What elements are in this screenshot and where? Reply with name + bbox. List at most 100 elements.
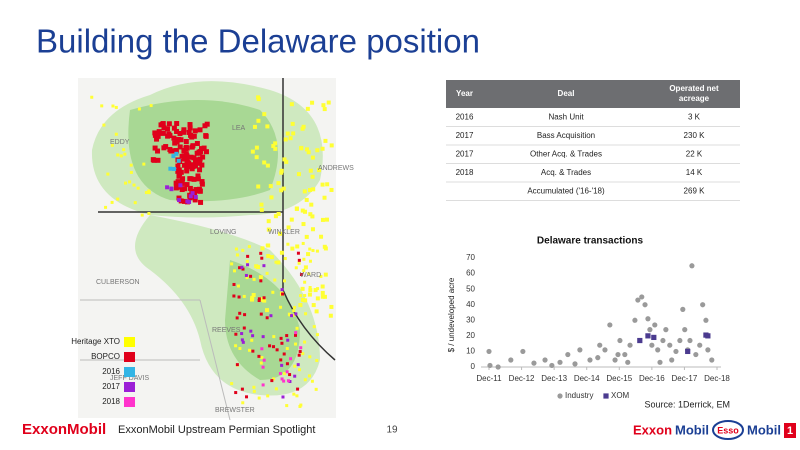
- map-tract: [307, 292, 312, 297]
- map-tract: [177, 144, 183, 150]
- map-tract: [124, 181, 128, 185]
- map-tract: [244, 273, 248, 277]
- map-tract: [286, 242, 290, 246]
- map-tract: [102, 123, 106, 127]
- map-tract: [281, 292, 285, 296]
- map-tract: [300, 297, 305, 302]
- map-tract: [265, 163, 270, 168]
- map-tract: [194, 141, 200, 147]
- map-tract: [272, 335, 276, 339]
- map-tract: [294, 266, 298, 270]
- map-tract: [297, 353, 301, 357]
- map-tract: [259, 207, 264, 212]
- map-tract: [241, 248, 245, 252]
- map-tract: [276, 181, 281, 186]
- point: [637, 337, 643, 344]
- map-tract: [254, 145, 259, 150]
- map-tract: [308, 285, 312, 289]
- map-tract: [156, 130, 162, 136]
- map-tract: [175, 163, 181, 169]
- map-tract: [290, 246, 295, 251]
- table-cell: 2017: [456, 131, 474, 140]
- map-tract: [235, 253, 239, 257]
- point: [655, 347, 661, 353]
- map-tract: [188, 154, 194, 160]
- map-tract: [240, 332, 244, 336]
- table-cell: Other Acq. & Trades: [530, 150, 602, 159]
- map-tract: [173, 185, 179, 191]
- map-tract: [288, 136, 293, 141]
- point: [531, 360, 537, 366]
- map-tract: [304, 197, 309, 202]
- y-axis-label: $ / undeveloped acre: [447, 277, 456, 352]
- point: [635, 297, 641, 303]
- map-tract: [123, 152, 127, 156]
- point: [667, 342, 673, 348]
- map-tract: [116, 197, 120, 201]
- map-tract: [265, 316, 269, 320]
- y-tick-label: 40: [466, 300, 475, 309]
- map-tract: [308, 188, 313, 193]
- map-tract: [232, 282, 236, 286]
- legend-marker: [557, 393, 563, 399]
- map-tract: [147, 191, 151, 195]
- map-tract: [294, 312, 298, 316]
- map-tract: [257, 354, 261, 358]
- map-tract: [178, 183, 183, 188]
- map-tract: [303, 265, 308, 270]
- map-tract: [238, 311, 242, 315]
- map-tract: [240, 338, 244, 342]
- map-tract: [181, 156, 187, 162]
- map-tract: [293, 374, 297, 378]
- source: Source: 1Derrick, EM: [644, 399, 730, 409]
- map-tract: [161, 125, 167, 131]
- map-tract: [174, 151, 179, 156]
- map-tract: [116, 153, 120, 157]
- map-tract: [310, 100, 315, 105]
- map-tract: [167, 133, 173, 139]
- map-tract: [279, 336, 283, 340]
- x-tick-label: Dec-11: [476, 374, 502, 383]
- map-tract: [250, 338, 254, 342]
- map-tract: [288, 373, 292, 377]
- map-tract: [110, 143, 114, 147]
- map-tract: [266, 254, 271, 259]
- map-tract: [260, 356, 264, 360]
- map-tract: [133, 201, 137, 205]
- map-tract: [289, 102, 294, 107]
- legend-label: Heritage XTO: [71, 337, 120, 346]
- logo-badge: [712, 420, 744, 440]
- point: [632, 317, 638, 323]
- map-tract: [305, 106, 310, 111]
- point: [697, 342, 703, 348]
- map-tract: [180, 176, 186, 182]
- map-tract: [290, 121, 295, 126]
- map-tract: [186, 129, 192, 135]
- map-tract: [287, 312, 291, 316]
- map-tract: [319, 274, 323, 278]
- table-cell: 14 K: [686, 168, 703, 177]
- map-tract: [285, 362, 289, 366]
- map-tract: [311, 248, 315, 252]
- table-cell: 230 K: [684, 131, 706, 140]
- point: [639, 294, 645, 300]
- map-tract: [286, 338, 290, 342]
- map-tract: [182, 198, 188, 204]
- map-tract: [234, 344, 238, 348]
- map-tract: [242, 326, 246, 330]
- map-tract: [283, 137, 288, 142]
- map-tract: [285, 347, 289, 351]
- map-tract: [240, 265, 244, 269]
- map-tract: [292, 309, 296, 313]
- point: [577, 347, 583, 353]
- point: [508, 357, 514, 363]
- x-tick-label: Dec-12: [509, 374, 535, 383]
- map-tract: [271, 290, 275, 294]
- table-cell: 22 K: [686, 150, 703, 159]
- map-tract: [301, 222, 306, 227]
- map-label: LEA: [232, 125, 246, 132]
- table-header: Deal: [558, 89, 575, 98]
- map-tract: [147, 212, 151, 216]
- map-tract: [308, 355, 312, 359]
- map-tract: [199, 162, 205, 168]
